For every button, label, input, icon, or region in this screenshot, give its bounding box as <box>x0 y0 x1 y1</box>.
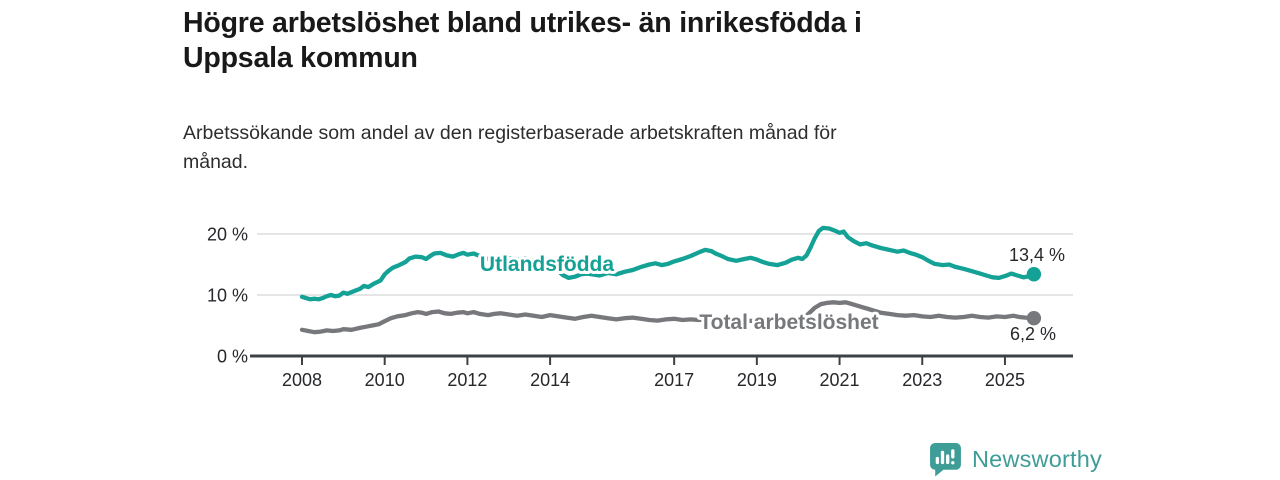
newsworthy-wordmark: Newsworthy <box>972 446 1102 472</box>
x-axis-label: 2008 <box>282 370 322 390</box>
y-axis-label: 10 % <box>207 286 248 306</box>
bar-chart-speech-bubble-icon <box>930 443 961 477</box>
chart-subtitle-line1: Arbetssökande som andel av den registerb… <box>183 122 837 144</box>
chart-subtitle: Arbetssökande som andel av den registerb… <box>183 119 1083 177</box>
chart-title: Högre arbetslöshet bland utrikes- än inr… <box>183 6 1143 76</box>
series-end-value-total-arbetsloshet: 6,2 % <box>1010 324 1056 344</box>
x-axis-label: 2025 <box>985 370 1025 390</box>
series-end-value-utlandsfodda: 13,4 % <box>1009 245 1065 265</box>
series-line-utlandsfodda <box>299 225 1037 302</box>
series-label-utlandsfodda: Utlandsfödda <box>480 253 614 276</box>
series-end-dot-total-arbetsloshet <box>1026 310 1042 326</box>
newsworthy-logo: Newsworthy <box>929 442 1102 477</box>
x-axis-label: 2023 <box>902 370 942 390</box>
x-axis-label: 2019 <box>737 370 777 390</box>
y-axis-label: 0 % <box>217 347 248 367</box>
series-label-total-arbetsloshet: Total arbetslöshet <box>699 311 878 334</box>
x-axis-label: 2010 <box>365 370 405 390</box>
series-line-total-arbetsloshet <box>299 300 1037 335</box>
y-axis-label: 20 % <box>207 225 248 245</box>
x-axis-label: 2017 <box>654 370 694 390</box>
chart-title-line1: Högre arbetslöshet bland utrikes- än inr… <box>183 7 862 39</box>
x-axis-label: 2021 <box>820 370 860 390</box>
chart-title-line2: Uppsala kommun <box>183 42 418 74</box>
x-axis-label: 2012 <box>447 370 487 390</box>
chart-subtitle-line2: månad. <box>183 151 249 173</box>
x-axis-label: 2014 <box>530 370 570 390</box>
series-end-dot-utlandsfodda <box>1026 267 1042 282</box>
